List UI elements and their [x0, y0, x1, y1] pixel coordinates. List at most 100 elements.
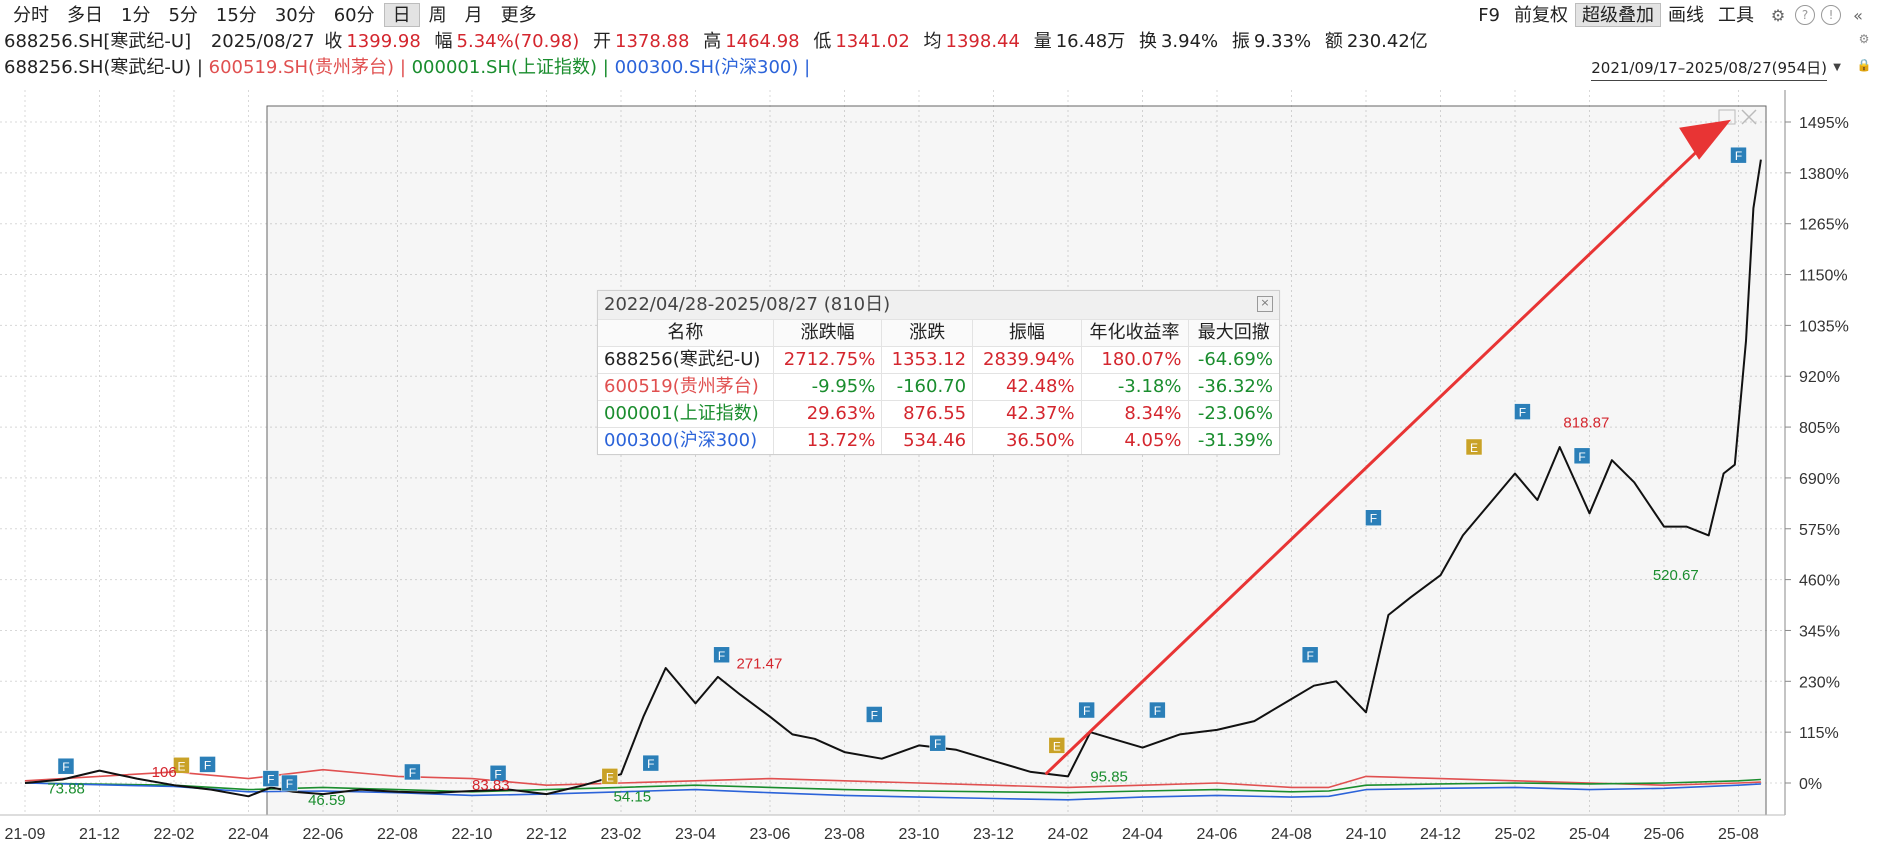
event-marker-label: F [1519, 406, 1526, 420]
trend-arrow-head [1679, 119, 1732, 160]
x-tick-label: 24-02 [1048, 826, 1089, 843]
change-label: 幅 [434, 31, 453, 52]
event-marker[interactable] [1514, 403, 1531, 420]
period-tab[interactable]: 更多 [500, 5, 537, 26]
x-tick-label: 24-06 [1197, 826, 1238, 843]
stats-column-header[interactable]: 名称 [598, 319, 774, 347]
toolbar-tool[interactable]: 画线 [1668, 5, 1704, 26]
period-tab[interactable]: 周 [428, 5, 447, 26]
stats-cell: 534.46 [881, 427, 973, 454]
toolbar-tool[interactable]: 超级叠加 [1575, 3, 1661, 27]
volume-value: 16.48万 [1055, 31, 1126, 52]
event-marker[interactable] [1730, 146, 1747, 164]
y-tick-label: 575% [1799, 522, 1840, 539]
event-marker-label: F [1578, 450, 1585, 464]
stats-column-header[interactable]: 年化收益率 [1080, 319, 1188, 347]
legend-separator: | [597, 57, 615, 78]
price-annotation: 520.67 [1653, 567, 1699, 584]
stats-row[interactable]: 000001(上证指数) 29.63% 876.55 42.37% 8.34% -23.0… [598, 400, 1279, 428]
price-annotation: 271.47 [736, 656, 782, 673]
stats-cell: 13.72% [772, 427, 882, 454]
stats-name-cell: 000001(上证指数) [598, 400, 774, 428]
period-tab[interactable]: 15分 [215, 5, 257, 26]
close-value: 1399.98 [346, 31, 421, 52]
period-tab[interactable]: 60分 [333, 5, 375, 26]
amplitude-value: 9.33% [1253, 31, 1312, 52]
period-tab[interactable]: 日 [383, 3, 420, 27]
y-tick-label: 0% [1799, 776, 1822, 793]
event-marker[interactable] [1048, 737, 1066, 754]
period-tab[interactable]: 30分 [274, 5, 316, 26]
low-value: 1341.02 [835, 31, 910, 52]
event-marker-label: F [647, 757, 654, 771]
event-marker[interactable] [713, 646, 730, 664]
date-range-selector[interactable]: 2021/09/17–2025/08/27(954日) [1591, 56, 1827, 81]
info-icon[interactable]: ! [1821, 5, 1841, 25]
period-tab[interactable]: 5分 [168, 5, 198, 26]
event-marker[interactable] [929, 734, 946, 752]
x-tick-label: 23-10 [899, 826, 940, 843]
stats-cell: -9.95% [772, 373, 882, 401]
y-tick-label: 1380% [1799, 166, 1849, 183]
event-marker-label: E [606, 770, 614, 784]
series-line [24, 778, 1761, 794]
event-marker[interactable] [1149, 701, 1166, 719]
legend-item[interactable]: 000300.SH(沪深300) [614, 57, 799, 78]
x-tick-label: 23-12 [973, 826, 1014, 843]
settings-small-icon[interactable]: ⚙ [1858, 32, 1870, 46]
toolbar-tool[interactable]: 工具 [1718, 5, 1754, 26]
stats-header: 2022/04/28-2025/08/27 (810日) × [598, 291, 1279, 319]
stats-column-header[interactable]: 振幅 [972, 319, 1082, 347]
event-marker[interactable] [57, 757, 75, 775]
period-tab[interactable]: 分时 [13, 5, 49, 26]
stats-column-header[interactable]: 最大回撤 [1187, 319, 1279, 347]
price-annotation: 54.15 [614, 788, 652, 805]
chevron-down-icon[interactable]: ▼ [1833, 62, 1841, 73]
event-marker[interactable] [281, 774, 298, 792]
stats-row[interactable]: 688256(寒武纪-U) 2712.75% 1353.12 2839.94% 180.… [598, 346, 1279, 374]
y-tick-label: 1035% [1799, 318, 1849, 335]
collapse-icon[interactable]: « [1853, 5, 1863, 25]
x-tick-label: 24-04 [1122, 826, 1163, 843]
stats-table: 名称 涨跌幅 涨跌 振幅 年化收益率 最大回撤 688256(寒武纪-U) 2712.75%… [598, 319, 1279, 454]
gear-icon[interactable]: ⚙ [1770, 5, 1786, 25]
close-icon[interactable] [1741, 109, 1757, 125]
close-icon[interactable]: × [1257, 296, 1273, 312]
event-marker[interactable] [1365, 509, 1382, 526]
period-tab[interactable]: 月 [464, 5, 483, 26]
toolbar-tool[interactable]: 前复权 [1514, 5, 1568, 26]
lock-icon[interactable]: 🔒 [1856, 58, 1872, 72]
stats-row[interactable]: 600519(贵州茅台) -9.95% -160.70 42.48% -3.18% -36… [598, 373, 1279, 401]
event-marker[interactable] [199, 756, 216, 773]
y-tick-label: 115% [1799, 725, 1839, 742]
legend-item[interactable]: 688256.SH(寒武纪-U) [4, 57, 192, 78]
event-marker[interactable] [489, 765, 507, 782]
x-tick-label: 22-08 [377, 826, 418, 843]
event-marker[interactable] [642, 754, 660, 772]
event-marker[interactable] [1301, 646, 1319, 664]
toolbar-tool[interactable]: F9 [1478, 5, 1500, 26]
event-marker[interactable] [1078, 701, 1095, 719]
help-icon[interactable]: ? [1795, 5, 1815, 25]
event-marker[interactable] [173, 757, 190, 774]
period-tab[interactable]: 1分 [121, 5, 151, 26]
legend-item[interactable]: 600519.SH(贵州茅台) [208, 57, 395, 78]
event-marker[interactable] [1465, 438, 1483, 456]
event-marker[interactable] [404, 763, 421, 781]
stats-column-header[interactable]: 涨跌幅 [772, 319, 882, 347]
x-tick-label: 23-02 [601, 826, 642, 843]
x-tick-label: 21-12 [79, 826, 120, 843]
event-marker[interactable] [1573, 447, 1591, 465]
period-tab[interactable]: 多日 [67, 5, 103, 26]
legend-item[interactable]: 000001.SH(上证指数) [411, 57, 598, 78]
stats-column-header[interactable]: 涨跌 [881, 319, 973, 347]
y-tick-label: 460% [1799, 573, 1840, 590]
event-marker-label: F [934, 737, 941, 751]
interval-selection-box[interactable] [266, 105, 1767, 816]
event-marker[interactable] [601, 768, 619, 785]
event-marker[interactable] [866, 706, 883, 723]
event-marker[interactable] [262, 770, 280, 787]
stats-row[interactable]: 000300(沪深300) 13.72% 534.46 36.50% 4.05% -31.… [598, 427, 1279, 454]
event-marker-label: F [267, 773, 274, 787]
trend-arrow-line [1044, 131, 1718, 776]
